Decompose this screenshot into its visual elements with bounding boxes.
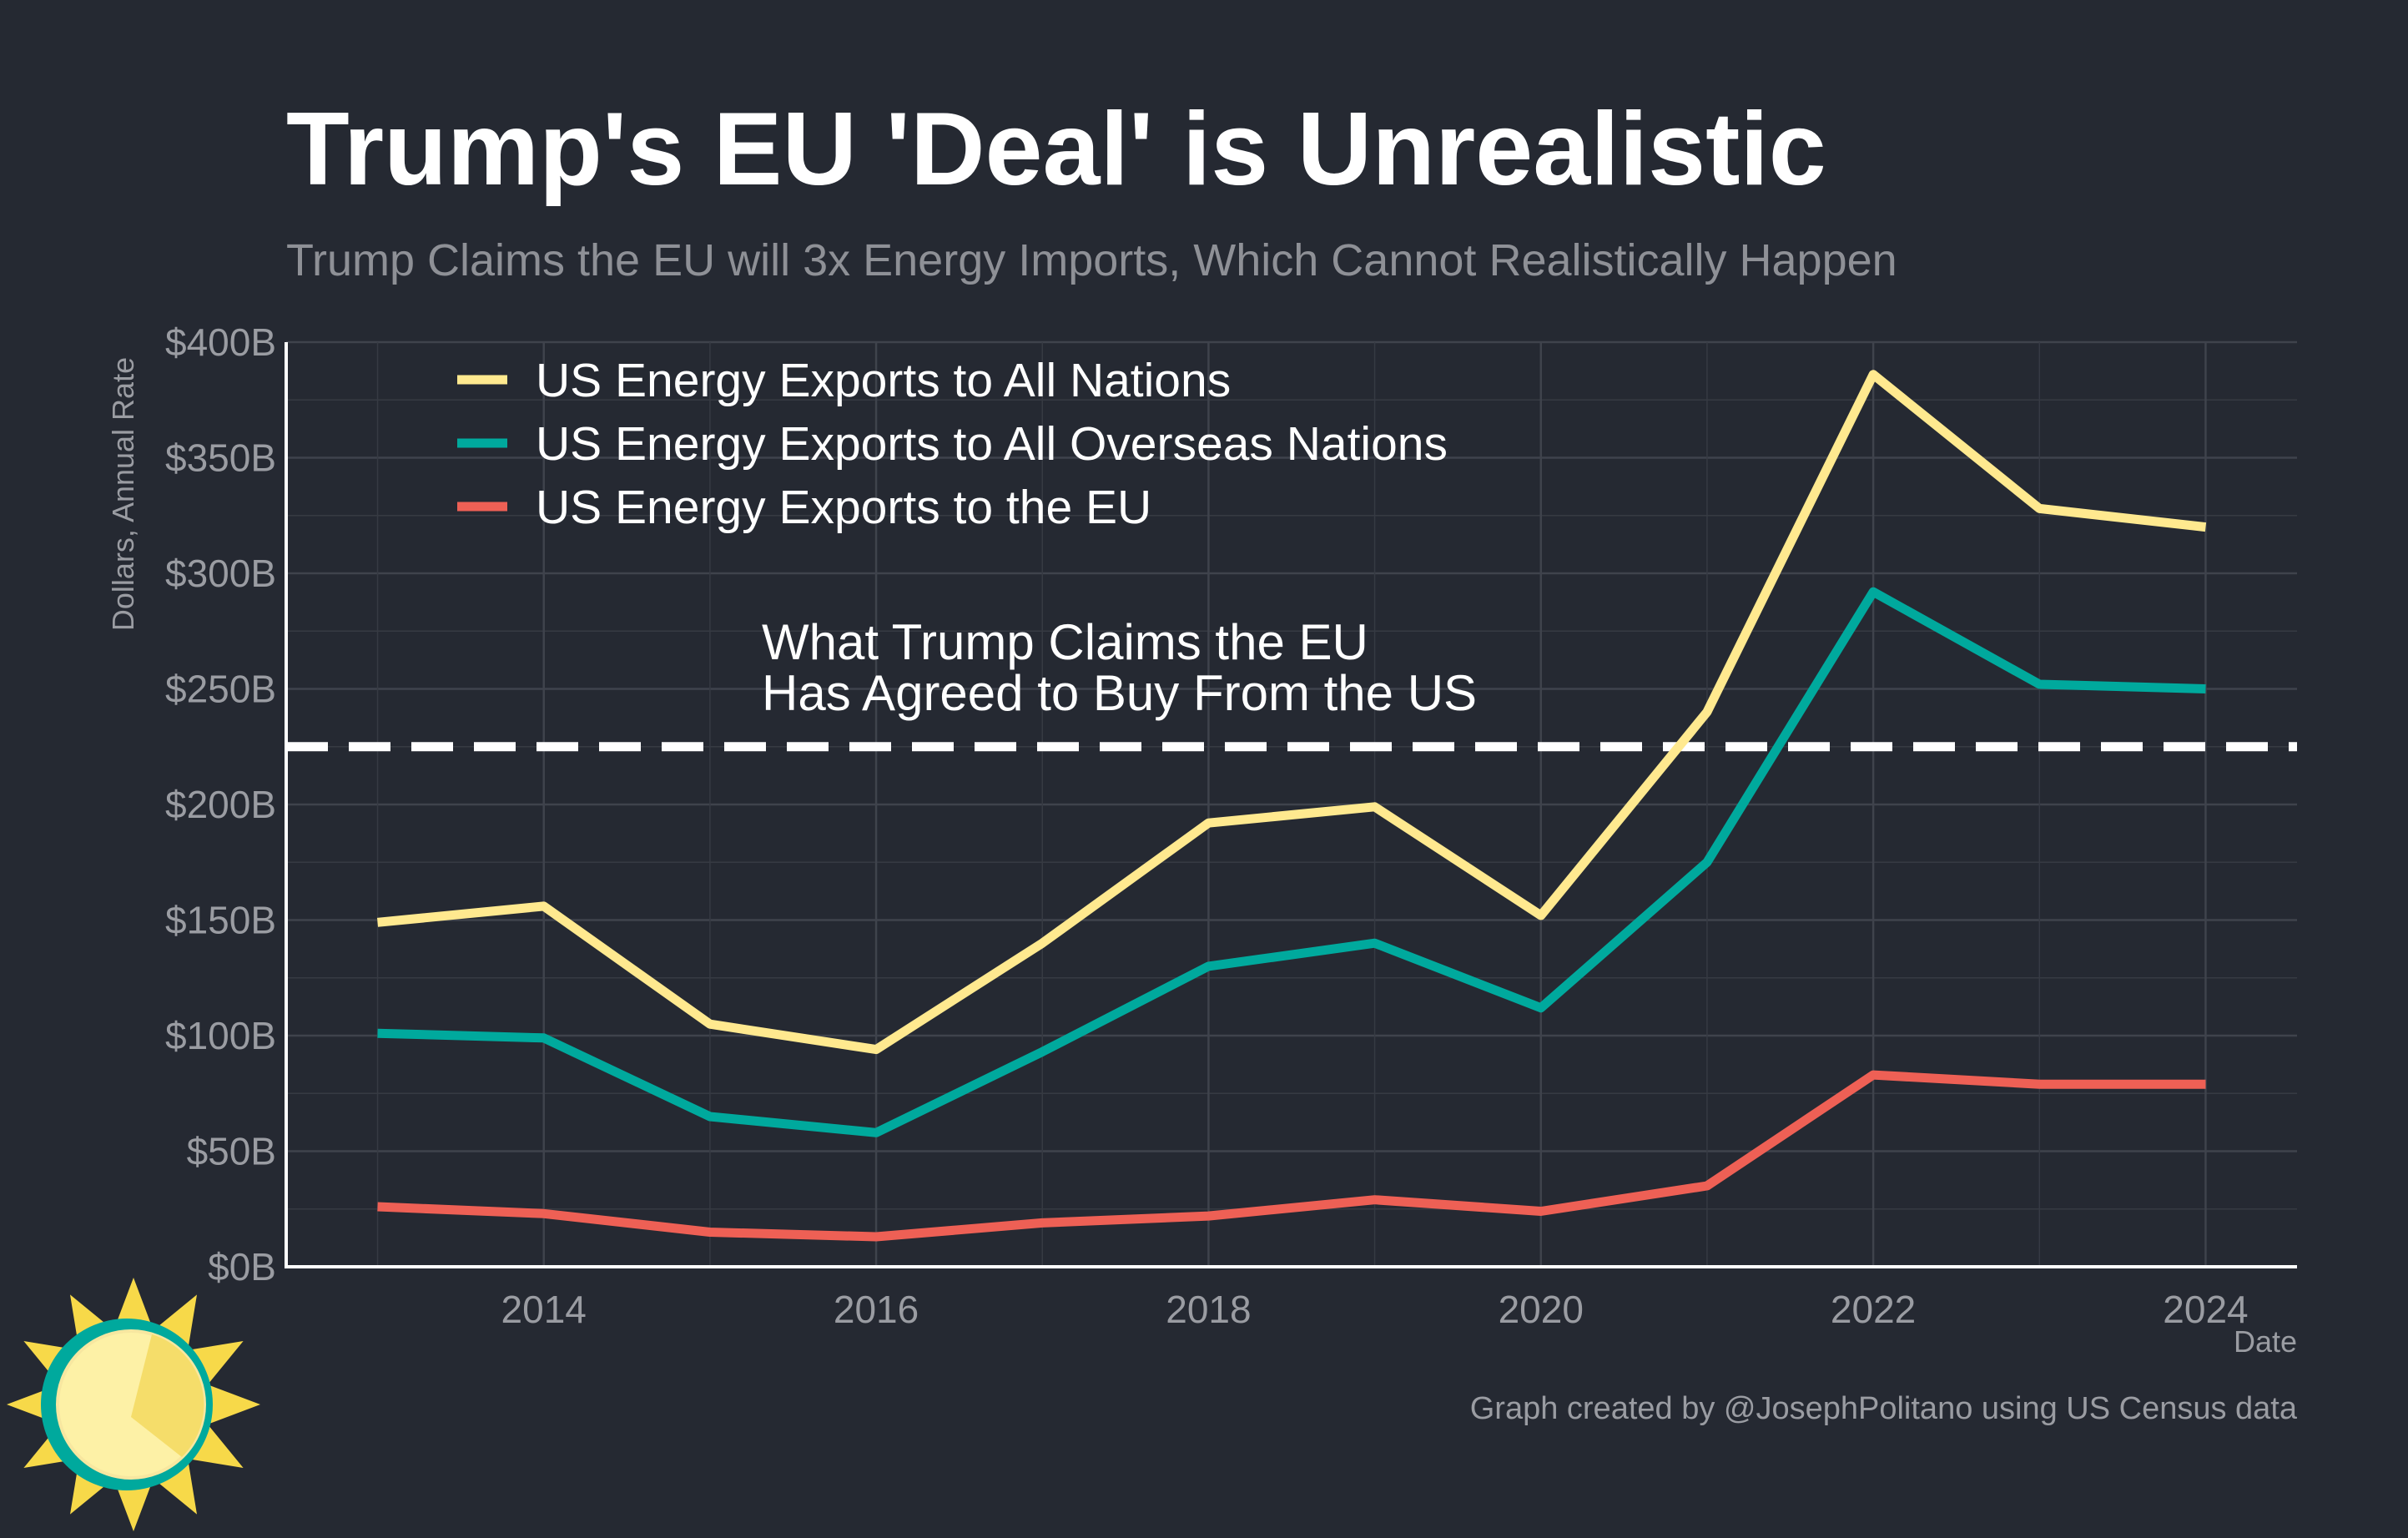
y-tick-label: $100B <box>165 1014 276 1057</box>
y-tick-label: $400B <box>165 320 276 364</box>
x-tick-label: 2024 <box>2163 1288 2248 1331</box>
chart-title: Trump's EU 'Deal' is Unrealistic <box>286 92 1826 207</box>
legend-label: US Energy Exports to All Overseas Nation… <box>536 417 1448 471</box>
chart-subtitle: Trump Claims the EU will 3x Energy Impor… <box>286 235 1897 285</box>
series-line-3 <box>377 1070 2206 1242</box>
x-tick-label: 2022 <box>1831 1288 1916 1331</box>
y-tick-label: $150B <box>165 899 276 942</box>
legend-item: US Energy Exports to the EU <box>457 481 1151 534</box>
x-tick-labels: 2014 2016 2018 2020 2022 2024 <box>501 1288 2249 1331</box>
y-tick-label: $0B <box>208 1245 276 1288</box>
y-tick-labels: $0B $50B $100B $150B $200B $250B $300B $350B $40… <box>165 320 276 1288</box>
sun-logo-icon <box>7 1278 260 1531</box>
y-tick-label: $300B <box>165 552 276 595</box>
axes <box>285 342 2297 1268</box>
series-lines <box>376 370 2207 1242</box>
y-tick-label: $200B <box>165 783 276 826</box>
legend-label: US Energy Exports to All Nations <box>536 354 1231 407</box>
y-tick-label: $50B <box>187 1130 276 1173</box>
series-line-1 <box>376 370 2207 1055</box>
legend-item: US Energy Exports to All Nations <box>457 354 1231 407</box>
series-line-2 <box>377 587 2206 1137</box>
legend-label: US Energy Exports to the EU <box>536 481 1151 534</box>
grid <box>286 340 2297 1268</box>
source-caption: Graph created by @JosephPolitano using U… <box>1470 1391 2298 1426</box>
sun-shade <box>131 1334 204 1457</box>
x-tick-label: 2020 <box>1499 1288 1584 1331</box>
y-tick-label: $350B <box>165 436 276 480</box>
annotation-line-1: What Trump Claims the EU <box>762 614 1368 670</box>
x-tick-label: 2016 <box>834 1288 919 1331</box>
legend: US Energy Exports to All Nations US Energ… <box>457 354 1448 534</box>
y-axis-label: Dollars, Annual Rate <box>106 357 140 631</box>
y-tick-label: $250B <box>165 668 276 711</box>
annotation-line-2: Has Agreed to Buy From the US <box>762 665 1477 721</box>
x-tick-label: 2014 <box>501 1288 587 1331</box>
legend-item: US Energy Exports to All Overseas Nation… <box>457 417 1448 471</box>
x-axis-label: Date <box>2234 1324 2297 1359</box>
x-tick-label: 2018 <box>1166 1288 1251 1331</box>
